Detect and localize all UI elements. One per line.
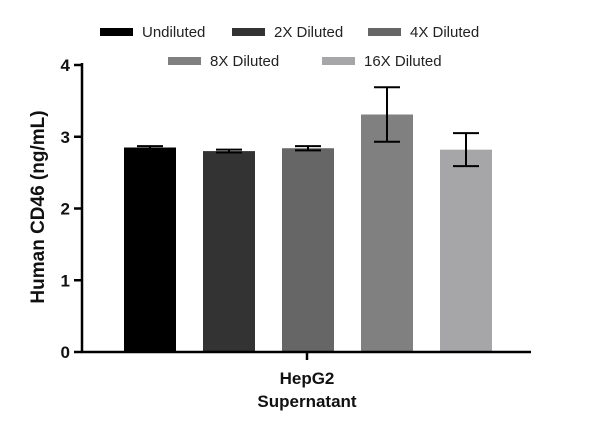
bar-8x-diluted	[361, 114, 413, 352]
x-category-label-line1: HepG2	[280, 369, 335, 388]
legend: Undiluted 2X Diluted 4X Diluted 8X Diluted 1…	[100, 24, 479, 70]
y-axis-title: Human CD46 (ng/mL)	[28, 110, 49, 303]
y-tick-label: 1	[61, 271, 70, 290]
bar-undiluted	[124, 147, 176, 352]
legend-swatch	[232, 28, 265, 36]
bars	[124, 114, 492, 352]
bar-4x-diluted	[282, 148, 334, 352]
legend-swatch	[368, 28, 401, 36]
bar-2x-diluted	[203, 151, 255, 352]
x-category-label-line2: Supernatant	[257, 392, 357, 411]
y-tick-label: 2	[61, 200, 70, 219]
y-tick-label: 4	[61, 56, 71, 75]
y-tick-label: 0	[61, 343, 70, 362]
legend-label: 16X Diluted	[364, 53, 442, 70]
legend-label: 2X Diluted	[274, 24, 343, 41]
legend-swatch	[322, 57, 355, 65]
y-axis-ticks: 0 1 2 3 4	[61, 56, 82, 362]
legend-swatch	[100, 28, 133, 36]
bar-16x-diluted	[440, 149, 492, 352]
y-tick-label: 3	[61, 128, 70, 147]
error-bars	[137, 86, 479, 168]
legend-label: 8X Diluted	[210, 53, 279, 70]
legend-swatch	[168, 57, 201, 65]
legend-label: 4X Diluted	[410, 24, 479, 41]
legend-label: Undiluted	[142, 24, 205, 41]
